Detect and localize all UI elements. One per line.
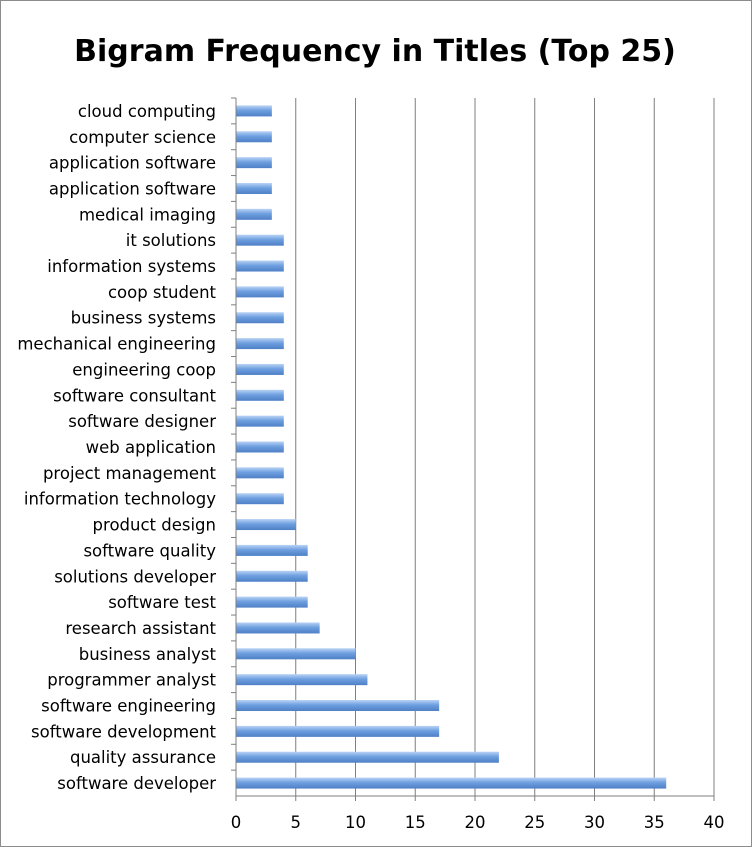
category-label: application software	[49, 154, 216, 173]
bar	[236, 260, 284, 272]
category-label: business systems	[71, 309, 216, 328]
category-label: software development	[31, 722, 216, 741]
category-label: information systems	[47, 257, 216, 276]
bar	[236, 338, 284, 350]
x-axis-ticks: 0 5 10 15 20 25 30 35 40	[231, 796, 725, 832]
bar	[236, 519, 296, 531]
bar	[236, 234, 284, 246]
category-label: project management	[43, 464, 217, 483]
bar	[236, 131, 272, 143]
bar	[236, 182, 272, 194]
category-label: cloud computing	[78, 102, 216, 121]
category-label: business analyst	[79, 645, 217, 664]
category-label: software engineering	[41, 697, 216, 716]
x-tick-label: 15	[405, 813, 426, 832]
bar	[236, 415, 284, 427]
bar	[236, 312, 284, 324]
category-label: computer science	[69, 128, 216, 147]
bar	[236, 648, 356, 660]
category-label: programmer analyst	[47, 671, 216, 690]
category-labels: cloud computing computer science applicati…	[17, 102, 216, 793]
bar	[236, 622, 320, 634]
category-label: information technology	[24, 490, 216, 509]
category-label: coop student	[108, 283, 217, 302]
x-tick-label: 35	[644, 813, 665, 832]
gridlines	[295, 98, 715, 796]
bar	[236, 467, 284, 479]
bar	[236, 544, 308, 556]
category-label: quality assurance	[70, 748, 216, 767]
category-label: application software	[49, 179, 216, 198]
x-tick-label: 5	[291, 813, 302, 832]
bar	[236, 389, 284, 401]
bar	[236, 208, 272, 220]
category-label: product design	[93, 516, 216, 535]
x-tick-label: 10	[345, 813, 366, 832]
category-label: software designer	[68, 412, 216, 431]
axes	[231, 97, 714, 797]
bars	[236, 105, 667, 789]
bar	[236, 674, 368, 686]
category-label: research assistant	[65, 619, 216, 638]
bar	[236, 493, 284, 505]
bar	[236, 777, 667, 789]
category-label: web application	[86, 438, 216, 457]
bar	[236, 700, 440, 712]
bar	[236, 570, 308, 582]
category-label: software consultant	[53, 386, 216, 405]
x-tick-label: 25	[524, 813, 545, 832]
bar	[236, 596, 308, 608]
bar	[236, 105, 272, 117]
category-label: software test	[108, 593, 216, 612]
bar	[236, 363, 284, 375]
category-label: engineering coop	[72, 360, 216, 379]
bar	[236, 725, 440, 737]
bar	[236, 751, 499, 763]
x-tick-label: 40	[704, 813, 725, 832]
category-label: solutions developer	[54, 567, 216, 586]
category-label: software developer	[57, 774, 216, 793]
x-tick-label: 30	[584, 813, 605, 832]
category-label: medical imaging	[79, 205, 216, 224]
bar	[236, 286, 284, 298]
bar	[236, 157, 272, 169]
x-tick-label: 0	[231, 813, 242, 832]
chart-title: Bigram Frequency in Titles (Top 25)	[74, 34, 676, 69]
category-label: it solutions	[126, 231, 216, 250]
bar	[236, 441, 284, 453]
category-label: software quality	[83, 541, 216, 560]
category-label: mechanical engineering	[17, 335, 216, 354]
x-tick-label: 20	[465, 813, 486, 832]
